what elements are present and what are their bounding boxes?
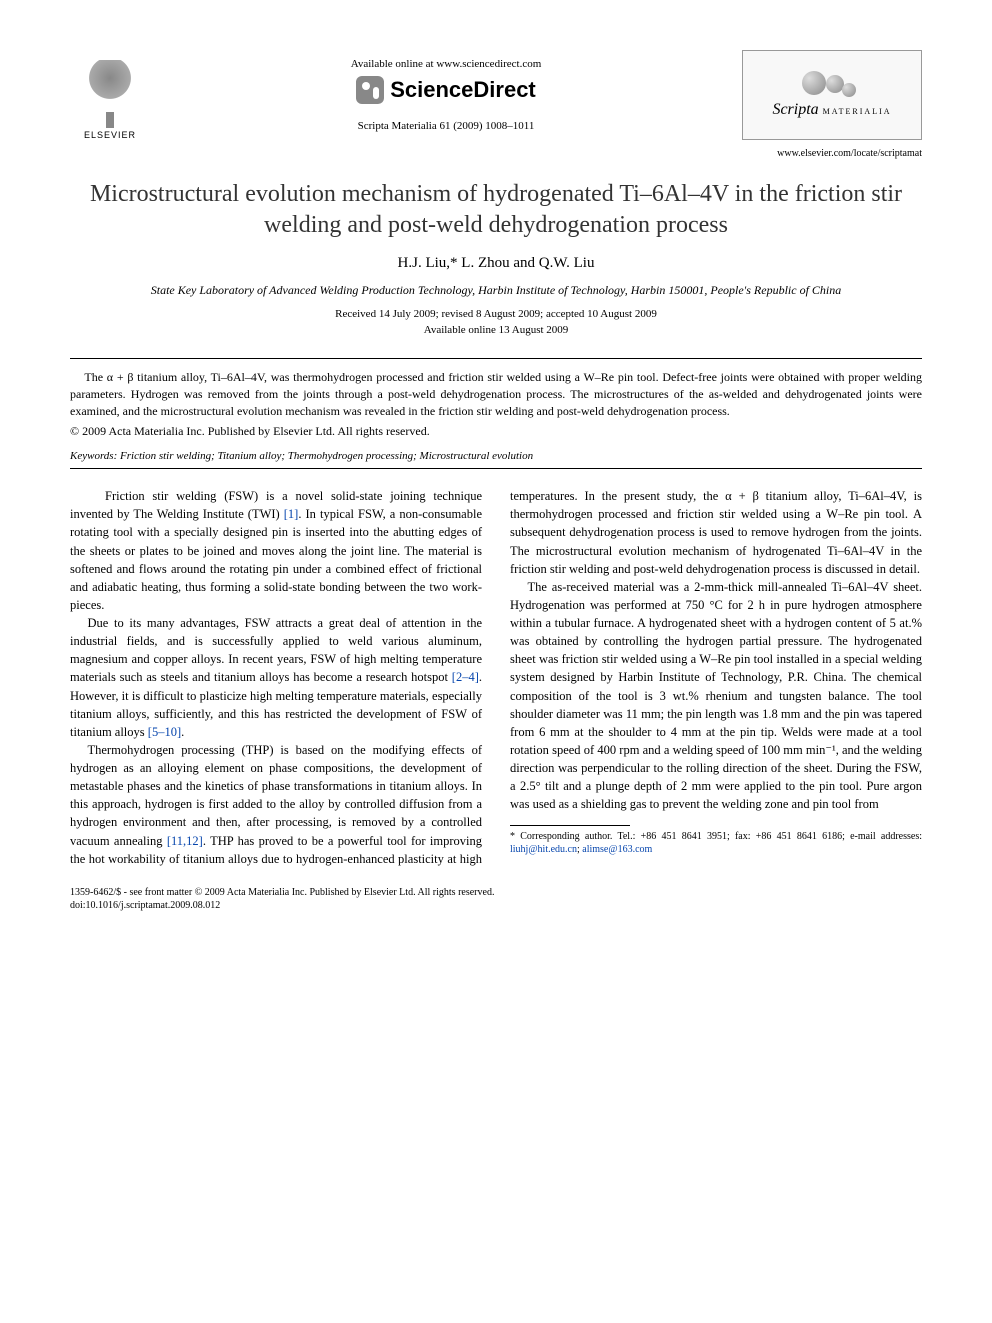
article-title: Microstructural evolution mechanism of h… xyxy=(70,179,922,241)
journal-spheres-icon xyxy=(802,71,862,101)
elsevier-label: ELSEVIER xyxy=(84,130,136,140)
divider-bottom xyxy=(70,468,922,469)
email-link-1[interactable]: liuhj@hit.edu.cn xyxy=(510,844,577,855)
ref-link-1[interactable]: [1] xyxy=(284,507,299,521)
p2-text-a: Due to its many advantages, FSW attracts… xyxy=(70,616,482,684)
article-dates: Received 14 July 2009; revised 8 August … xyxy=(70,307,922,338)
footnote-text: * Corresponding author. Tel.: +86 451 86… xyxy=(510,831,922,842)
abstract-block: The α + β titanium alloy, Ti–6Al–4V, was… xyxy=(70,369,922,440)
ref-link-5-10[interactable]: [5–10] xyxy=(148,725,181,739)
p3-text-a: Thermohydrogen processing (THP) is based… xyxy=(70,743,482,848)
paragraph-4: The as-received material was a 2-mm-thic… xyxy=(510,578,922,814)
journal-subname: MATERIALIA xyxy=(823,107,892,116)
sciencedirect-icon xyxy=(356,76,384,104)
keywords-list: Friction stir welding; Titanium alloy; T… xyxy=(120,450,533,462)
bottom-info: 1359-6462/$ - see front matter © 2009 Ac… xyxy=(70,886,922,912)
p2-text-c: . xyxy=(181,725,184,739)
p1-text-b: . In typical FSW, a non-consumable rotat… xyxy=(70,507,482,612)
sciencedirect-logo: ScienceDirect xyxy=(356,76,536,104)
keywords-label: Keywords: xyxy=(70,450,117,462)
journal-name-row: Scripta MATERIALIA xyxy=(772,101,891,119)
elsevier-tree-icon xyxy=(80,60,140,120)
citation-line: Scripta Materialia 61 (2009) 1008–1011 xyxy=(150,120,742,132)
available-online-text: Available online at www.sciencedirect.co… xyxy=(150,58,742,70)
journal-name: Scripta xyxy=(772,101,818,118)
doi-line: doi:10.1016/j.scriptamat.2009.08.012 xyxy=(70,899,922,912)
front-matter-line: 1359-6462/$ - see front matter © 2009 Ac… xyxy=(70,886,922,899)
affiliation: State Key Laboratory of Advanced Welding… xyxy=(70,282,922,299)
email-link-2[interactable]: alimse@163.com xyxy=(582,844,652,855)
corresponding-author-footnote: * Corresponding author. Tel.: +86 451 86… xyxy=(510,830,922,856)
journal-url[interactable]: www.elsevier.com/locate/scriptamat xyxy=(70,148,922,159)
available-line: Available online 13 August 2009 xyxy=(424,324,569,336)
center-header: Available online at www.sciencedirect.co… xyxy=(150,58,742,132)
footnote-separator xyxy=(510,825,630,826)
abstract-copyright: © 2009 Acta Materialia Inc. Published by… xyxy=(70,423,922,440)
keywords-line: Keywords: Friction stir welding; Titaniu… xyxy=(70,450,922,462)
divider-top xyxy=(70,358,922,359)
header-row: ELSEVIER Available online at www.science… xyxy=(70,50,922,140)
sciencedirect-text: ScienceDirect xyxy=(390,77,536,103)
elsevier-logo: ELSEVIER xyxy=(70,50,150,140)
ref-link-2-4[interactable]: [2–4] xyxy=(452,670,479,684)
body-text: Friction stir welding (FSW) is a novel s… xyxy=(70,487,922,868)
paragraph-1: Friction stir welding (FSW) is a novel s… xyxy=(70,487,482,614)
received-line: Received 14 July 2009; revised 8 August … xyxy=(335,308,657,320)
ref-link-11-12[interactable]: [11,12] xyxy=(167,834,203,848)
paragraph-2: Due to its many advantages, FSW attracts… xyxy=(70,614,482,741)
abstract-text: The α + β titanium alloy, Ti–6Al–4V, was… xyxy=(70,369,922,419)
journal-logo-box: Scripta MATERIALIA xyxy=(742,50,922,140)
authors-line: H.J. Liu,* L. Zhou and Q.W. Liu xyxy=(70,255,922,272)
